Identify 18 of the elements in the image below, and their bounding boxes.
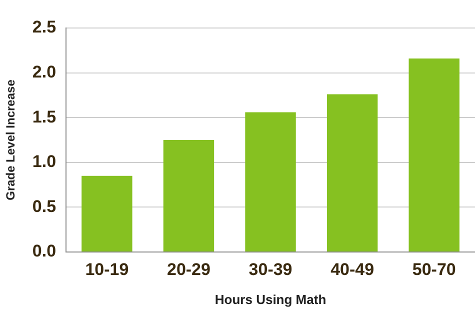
y-tick-label: 0.5 [32, 196, 56, 216]
bar [408, 58, 460, 252]
y-tick-label: 1.5 [32, 107, 56, 126]
x-tick-label: 20-29 [166, 260, 210, 279]
y-tick-label: 1.0 [32, 152, 56, 172]
x-tick-label: 30-39 [248, 260, 292, 279]
y-tick-label: 0.0 [32, 242, 56, 261]
bar [163, 140, 214, 252]
bar [245, 112, 296, 252]
bar [326, 94, 378, 252]
y-tick-label: 2.0 [32, 62, 56, 82]
x-tick-label: 40-49 [330, 260, 374, 279]
x-axis-title: Hours Using Math [214, 292, 326, 307]
y-tick-label: 2.5 [32, 18, 56, 37]
y-axis-title: Grade Level Increase [4, 79, 18, 200]
x-tick-label: 50-70 [412, 260, 456, 279]
x-tick-label: 10-19 [85, 260, 129, 279]
bar [82, 176, 132, 252]
